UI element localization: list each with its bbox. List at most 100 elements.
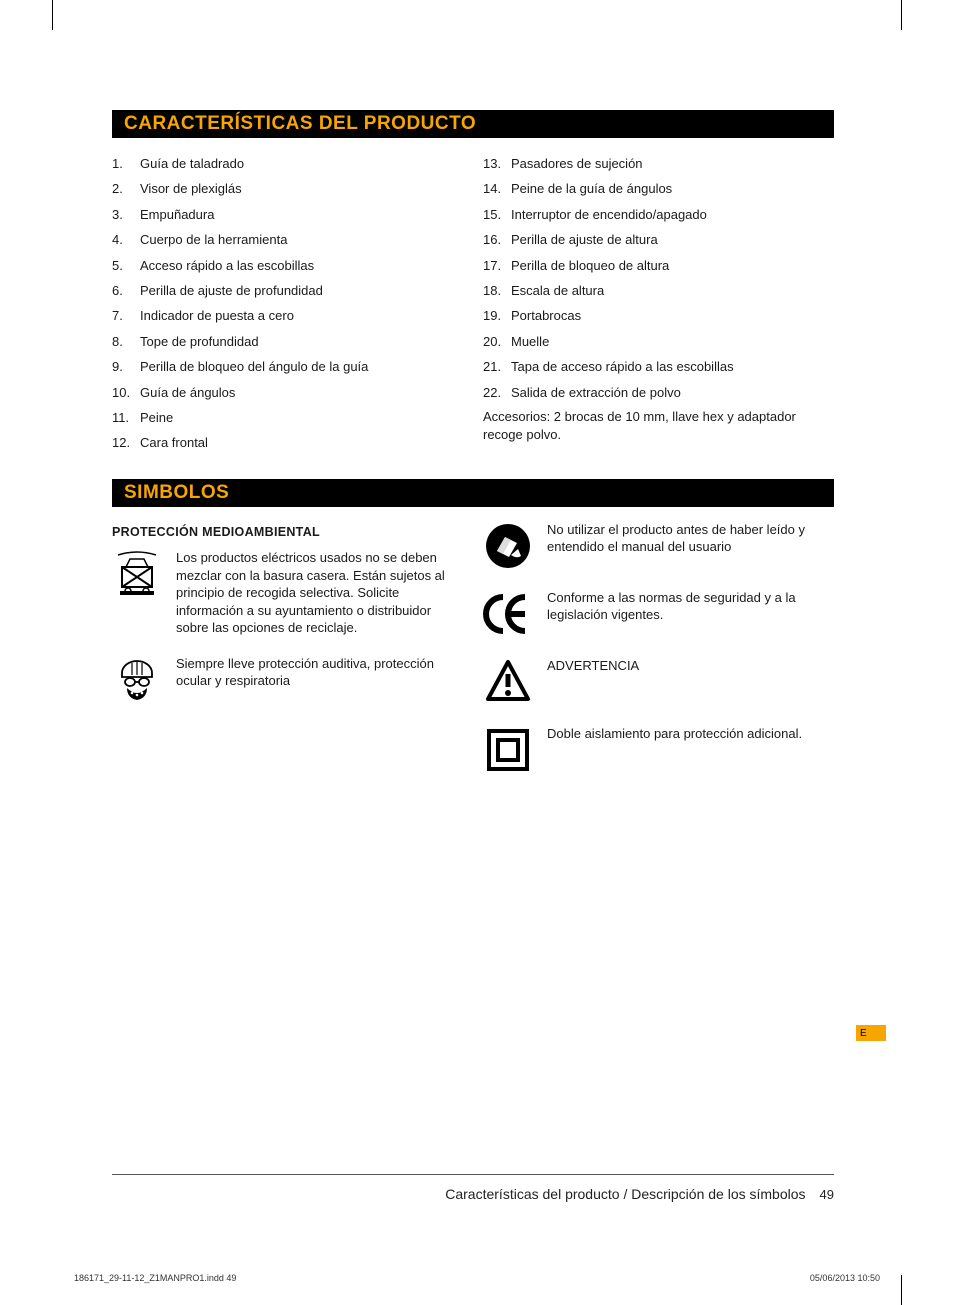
crop-mark <box>901 1275 902 1305</box>
feature-item: 13.Pasadores de sujeción <box>483 152 834 175</box>
feature-number: 20. <box>483 330 511 353</box>
symbol-row: Los productos eléctricos usados no se de… <box>112 549 463 637</box>
feature-item: 12.Cara frontal <box>112 431 463 454</box>
footer-text: Características del producto / Descripci… <box>445 1186 834 1202</box>
feature-number: 11. <box>112 406 140 429</box>
symbols-col-right: No utilizar el producto antes de haber l… <box>483 521 834 793</box>
feature-item: 10.Guía de ángulos <box>112 381 463 404</box>
feature-label: Escala de altura <box>511 279 604 302</box>
section-header-simbolos: SIMBOLOS <box>112 479 834 507</box>
feature-label: Perilla de bloqueo de altura <box>511 254 669 277</box>
feature-label: Tapa de acceso rápido a las escobillas <box>511 355 734 378</box>
feature-number: 7. <box>112 304 140 327</box>
symbol-text: Doble aislamiento para protección adicio… <box>547 725 834 743</box>
feature-label: Peine <box>140 406 173 429</box>
feature-number: 13. <box>483 152 511 175</box>
feature-item: 2.Visor de plexiglás <box>112 177 463 200</box>
language-tab: E <box>856 1025 886 1041</box>
feature-number: 14. <box>483 177 511 200</box>
symbol-row: No utilizar el producto antes de haber l… <box>483 521 834 571</box>
feature-number: 17. <box>483 254 511 277</box>
feature-number: 16. <box>483 228 511 251</box>
feature-item: 19.Portabrocas <box>483 304 834 327</box>
print-file: 186171_29-11-12_Z1MANPRO1.indd 49 <box>74 1273 236 1283</box>
feature-label: Visor de plexiglás <box>140 177 242 200</box>
feature-item: 18.Escala de altura <box>483 279 834 302</box>
ppe-icon <box>112 655 162 705</box>
feature-label: Interruptor de encendido/apagado <box>511 203 707 226</box>
section-title: CARACTERÍSTICAS DEL PRODUCTO <box>112 113 476 135</box>
symbol-text: Los productos eléctricos usados no se de… <box>176 549 463 637</box>
symbol-text: No utilizar el producto antes de haber l… <box>547 521 834 556</box>
page-number: 49 <box>820 1187 834 1202</box>
feature-number: 4. <box>112 228 140 251</box>
feature-number: 3. <box>112 203 140 226</box>
ce-icon <box>483 589 533 639</box>
print-info: 186171_29-11-12_Z1MANPRO1.indd 49 05/06/… <box>74 1273 880 1283</box>
symbol-text: ADVERTENCIA <box>547 657 834 675</box>
feature-item: 21.Tapa de acceso rápido a las escobilla… <box>483 355 834 378</box>
symbol-row: ADVERTENCIA <box>483 657 834 707</box>
language-code: E <box>860 1028 867 1039</box>
feature-number: 9. <box>112 355 140 378</box>
feature-item: 8.Tope de profundidad <box>112 330 463 353</box>
feature-label: Empuñadura <box>140 203 214 226</box>
feature-label: Cuerpo de la herramienta <box>140 228 287 251</box>
section-header-caracteristicas: CARACTERÍSTICAS DEL PRODUCTO <box>112 110 834 138</box>
feature-number: 5. <box>112 254 140 277</box>
symbols-subtitle: PROTECCIÓN MEDIOAMBIENTAL <box>112 521 463 544</box>
symbol-row: Doble aislamiento para protección adicio… <box>483 725 834 775</box>
feature-item: 15.Interruptor de encendido/apagado <box>483 203 834 226</box>
feature-item: 3.Empuñadura <box>112 203 463 226</box>
features-col-left: 1.Guía de taladrado2.Visor de plexiglás3… <box>112 152 463 457</box>
feature-number: 18. <box>483 279 511 302</box>
feature-number: 22. <box>483 381 511 404</box>
print-date: 05/06/2013 10:50 <box>810 1273 880 1283</box>
weee-icon <box>112 549 162 599</box>
crop-mark <box>52 0 53 30</box>
page-content: CARACTERÍSTICAS DEL PRODUCTO 1.Guía de t… <box>112 110 834 793</box>
manual-icon <box>483 521 533 571</box>
feature-number: 19. <box>483 304 511 327</box>
feature-label: Indicador de puesta a cero <box>140 304 294 327</box>
feature-label: Pasadores de sujeción <box>511 152 643 175</box>
accessory-note: Accesorios: 2 brocas de 10 mm, llave hex… <box>483 408 834 444</box>
footer-rule <box>112 1174 834 1175</box>
symbol-row: Conforme a las normas de seguridad y a l… <box>483 589 834 639</box>
symbols-columns: PROTECCIÓN MEDIOAMBIENTAL Los productos … <box>112 521 834 793</box>
feature-number: 8. <box>112 330 140 353</box>
feature-label: Perilla de ajuste de altura <box>511 228 658 251</box>
feature-number: 21. <box>483 355 511 378</box>
feature-label: Muelle <box>511 330 549 353</box>
double-insulation-icon <box>483 725 533 775</box>
feature-item: 4.Cuerpo de la herramienta <box>112 228 463 251</box>
feature-number: 2. <box>112 177 140 200</box>
footer-title: Características del producto / Descripci… <box>445 1186 805 1202</box>
feature-label: Acceso rápido a las escobillas <box>140 254 314 277</box>
feature-label: Salida de extracción de polvo <box>511 381 681 404</box>
feature-label: Cara frontal <box>140 431 208 454</box>
feature-label: Portabrocas <box>511 304 581 327</box>
feature-item: 22.Salida de extracción de polvo <box>483 381 834 404</box>
warning-icon <box>483 657 533 707</box>
feature-item: 1.Guía de taladrado <box>112 152 463 175</box>
feature-item: 11.Peine <box>112 406 463 429</box>
feature-item: 9.Perilla de bloqueo del ángulo de la gu… <box>112 355 463 378</box>
feature-label: Perilla de ajuste de profundidad <box>140 279 323 302</box>
feature-item: 6.Perilla de ajuste de profundidad <box>112 279 463 302</box>
features-col-right: 13.Pasadores de sujeción14.Peine de la g… <box>483 152 834 457</box>
feature-item: 5.Acceso rápido a las escobillas <box>112 254 463 277</box>
crop-mark <box>901 0 902 30</box>
symbol-text: Conforme a las normas de seguridad y a l… <box>547 589 834 624</box>
features-columns: 1.Guía de taladrado2.Visor de plexiglás3… <box>112 152 834 457</box>
feature-item: 20.Muelle <box>483 330 834 353</box>
feature-item: 7.Indicador de puesta a cero <box>112 304 463 327</box>
feature-item: 16.Perilla de ajuste de altura <box>483 228 834 251</box>
feature-label: Peine de la guía de ángulos <box>511 177 672 200</box>
feature-number: 1. <box>112 152 140 175</box>
feature-label: Guía de taladrado <box>140 152 244 175</box>
symbol-text: Siempre lleve protección auditiva, prote… <box>176 655 463 690</box>
feature-label: Guía de ángulos <box>140 381 235 404</box>
feature-number: 15. <box>483 203 511 226</box>
symbols-col-left: PROTECCIÓN MEDIOAMBIENTAL Los productos … <box>112 521 463 793</box>
